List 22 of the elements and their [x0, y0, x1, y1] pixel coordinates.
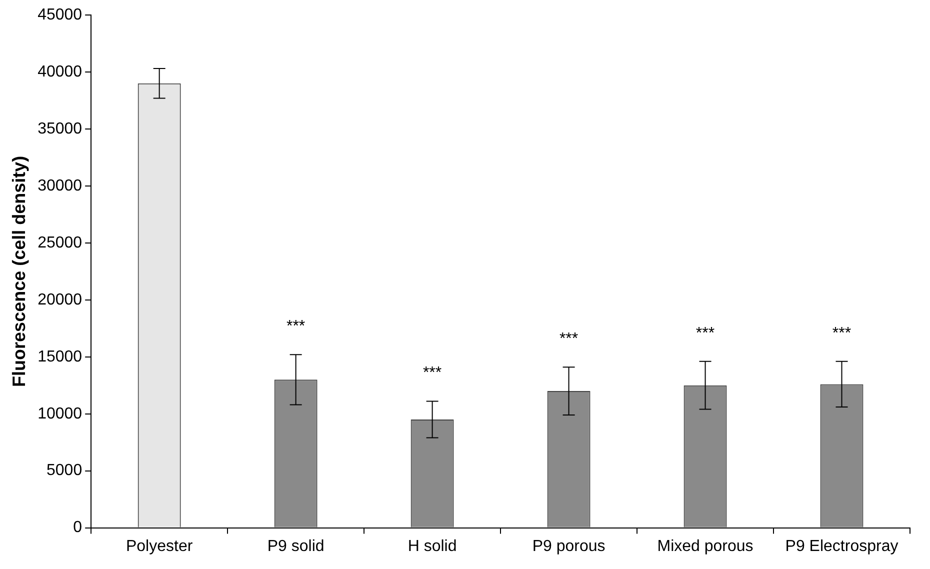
x-tick-label: H solid: [408, 538, 457, 555]
y-tick-label: 35000: [38, 120, 82, 138]
y-tick-label: 10000: [38, 405, 82, 422]
annotation: ***: [286, 318, 306, 335]
x-tick-label: P9 solid: [267, 538, 324, 555]
x-tick-label: P9 Electrospray: [785, 538, 898, 555]
y-tick-label: 0: [73, 519, 82, 536]
y-axis-title: Fluorescence (cell density): [8, 156, 29, 387]
x-tick-label: Mixed porous: [657, 538, 754, 555]
annotation: ***: [559, 330, 578, 348]
annotation: ***: [696, 324, 715, 342]
y-tick-label: 40000: [38, 63, 82, 80]
annotation: ***: [832, 324, 852, 342]
annotation: ***: [422, 364, 442, 382]
y-tick-label: 5000: [46, 462, 82, 480]
y-tick-label: 20000: [38, 291, 82, 308]
y-tick-label: 30000: [38, 177, 82, 194]
y-tick-label: 45000: [38, 6, 82, 24]
x-tick-label: P9 porous: [532, 538, 606, 555]
y-tick-label: 15000: [38, 348, 82, 366]
y-tick-label: 25000: [38, 234, 82, 252]
x-tick-label: Polyester: [126, 538, 194, 555]
